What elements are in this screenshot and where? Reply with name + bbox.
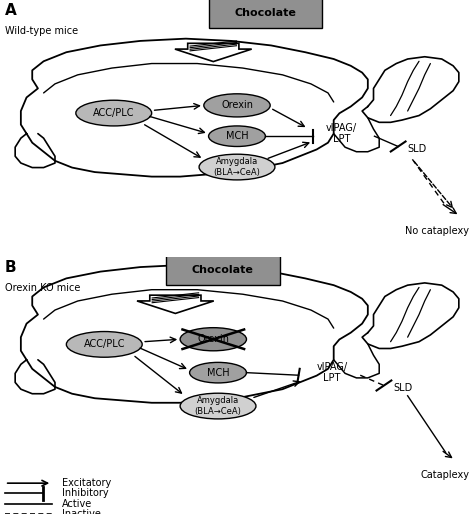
FancyBboxPatch shape: [166, 254, 280, 285]
Text: Orexin KO mice: Orexin KO mice: [5, 283, 80, 292]
Text: SLD: SLD: [408, 144, 427, 154]
Polygon shape: [137, 295, 214, 314]
FancyBboxPatch shape: [209, 0, 322, 28]
Text: Cataplexy: Cataplexy: [420, 470, 469, 480]
Ellipse shape: [180, 393, 256, 419]
Ellipse shape: [190, 362, 246, 383]
Ellipse shape: [204, 94, 270, 117]
Text: No cataplexy: No cataplexy: [405, 226, 469, 236]
Text: Orexin: Orexin: [197, 334, 229, 344]
Text: Chocolate: Chocolate: [235, 8, 296, 18]
Text: A: A: [5, 3, 17, 17]
Text: Excitatory: Excitatory: [62, 478, 111, 488]
Text: Amygdala
(BLA→CeA): Amygdala (BLA→CeA): [214, 157, 260, 177]
Text: Chocolate: Chocolate: [192, 265, 254, 275]
Text: ACC/PLC: ACC/PLC: [93, 108, 135, 118]
Polygon shape: [175, 43, 252, 62]
Ellipse shape: [180, 328, 246, 351]
Text: Amygdala
(BLA→CeA): Amygdala (BLA→CeA): [195, 396, 241, 416]
Text: Wild-type mice: Wild-type mice: [5, 26, 78, 35]
Text: SLD: SLD: [393, 383, 412, 393]
Text: Inactive: Inactive: [62, 509, 100, 514]
Text: MCH: MCH: [207, 368, 229, 378]
Text: Orexin: Orexin: [221, 100, 253, 111]
Ellipse shape: [76, 100, 152, 126]
Text: B: B: [5, 260, 17, 274]
Text: Active: Active: [62, 499, 92, 509]
Text: ACC/PLC: ACC/PLC: [83, 339, 125, 350]
Ellipse shape: [199, 154, 275, 180]
Ellipse shape: [66, 332, 142, 357]
Text: vlPAG/
LPT: vlPAG/ LPT: [326, 123, 357, 144]
Text: MCH: MCH: [226, 131, 248, 141]
Text: Inhibitory: Inhibitory: [62, 488, 108, 499]
Ellipse shape: [209, 126, 265, 146]
Text: vlPAG/
LPT: vlPAG/ LPT: [316, 362, 347, 383]
